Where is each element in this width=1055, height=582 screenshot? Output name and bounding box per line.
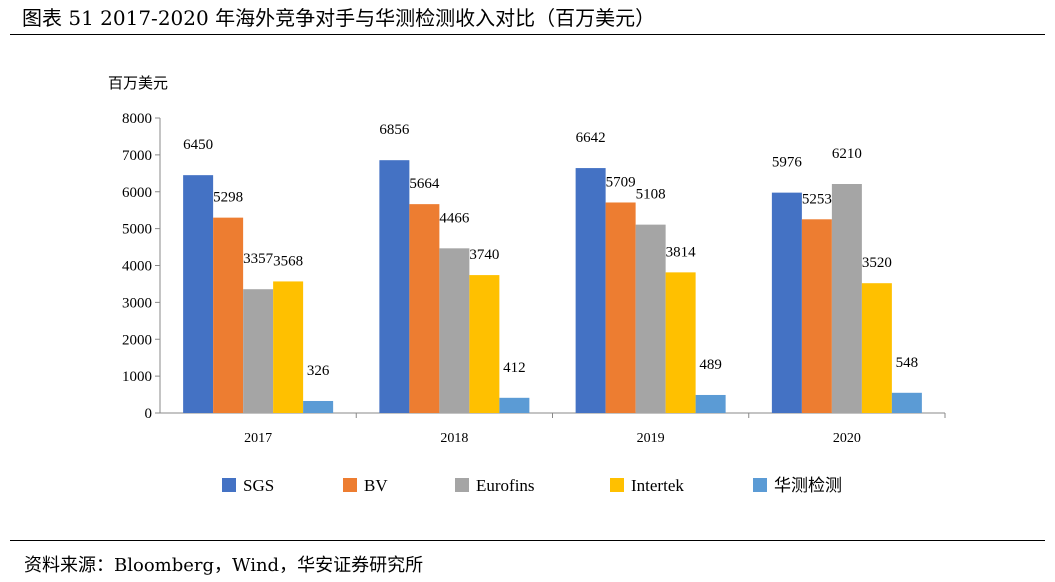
- bar-华测检测-2018: [499, 397, 530, 413]
- y-tick-label: 5000: [122, 222, 152, 238]
- top-rule: [10, 34, 1045, 35]
- data-label: 5298: [213, 190, 243, 206]
- bar-BV-2018: [409, 204, 440, 413]
- bar-BV-2017: [213, 217, 244, 413]
- y-tick-label: 8000: [122, 111, 152, 127]
- bar-SGS-2019: [575, 168, 606, 413]
- x-tick-label: 2020: [833, 431, 861, 446]
- bar-BV-2019: [605, 202, 636, 413]
- legend-label: Intertek: [631, 476, 684, 495]
- legend-swatch-华测检测: [753, 478, 767, 492]
- data-label: 3740: [469, 247, 499, 263]
- bar-华测检测-2019: [695, 394, 726, 413]
- bar-SGS-2020: [771, 192, 802, 413]
- legend-swatch-BV: [343, 478, 357, 492]
- bar-华测检测-2020: [891, 392, 922, 413]
- data-label: 5709: [606, 174, 636, 190]
- y-tick-label: 7000: [122, 148, 152, 164]
- data-label: 3568: [273, 253, 303, 269]
- data-label: 4466: [439, 210, 470, 226]
- bar-Eurofins-2019: [635, 224, 666, 413]
- legend-label: SGS: [243, 476, 274, 495]
- x-tick-label: 2019: [637, 431, 665, 446]
- y-tick-label: 3000: [122, 295, 152, 311]
- data-label: 3357: [243, 251, 274, 267]
- bar-华测检测-2017: [303, 400, 334, 413]
- data-label: 3814: [666, 244, 697, 260]
- figure-title: 图表 51 2017-2020 年海外竞争对手与华测检测收入对比（百万美元）: [22, 6, 656, 30]
- source-note: 资料来源：Bloomberg，Wind，华安证券研究所: [24, 555, 424, 576]
- bar-Intertek-2018: [469, 275, 500, 413]
- data-label: 326: [307, 363, 330, 379]
- legend-swatch-Eurofins: [455, 478, 469, 492]
- data-label: 6210: [832, 146, 862, 162]
- bar-chart: 百万美元 0 1000 2000 3000 4000 5000 6000 7000 8000 201…: [108, 75, 946, 495]
- bar-Eurofins-2020: [831, 184, 862, 413]
- x-tick-label: 2017: [244, 431, 272, 446]
- data-label: 3520: [862, 255, 892, 271]
- data-label: 5253: [802, 191, 832, 207]
- bar-Intertek-2020: [861, 283, 892, 413]
- y-tick-label: 1000: [122, 369, 152, 385]
- data-label: 6450: [183, 137, 213, 153]
- data-label: 6856: [379, 122, 410, 138]
- bar-Intertek-2017: [273, 281, 304, 413]
- bar-Intertek-2019: [665, 272, 696, 413]
- bar-SGS-2017: [183, 175, 214, 413]
- bottom-rule: [10, 540, 1045, 541]
- data-label: 489: [699, 357, 722, 373]
- data-label: 5664: [409, 176, 440, 192]
- legend-swatch-Intertek: [610, 478, 624, 492]
- data-label: 412: [503, 360, 526, 376]
- bar-BV-2020: [801, 219, 832, 413]
- data-label: 5976: [772, 155, 803, 171]
- y-tick-label: 2000: [122, 332, 152, 348]
- data-label: 548: [896, 355, 919, 371]
- y-tick-label: 0: [145, 406, 153, 422]
- bar-Eurofins-2017: [243, 289, 274, 413]
- legend-swatch-SGS: [222, 478, 236, 492]
- x-tick-label: 2018: [440, 431, 468, 446]
- y-tick-label: 6000: [122, 185, 152, 201]
- legend-label: Eurofins: [476, 476, 535, 495]
- bar-Eurofins-2018: [439, 248, 470, 413]
- legend-label: 华测检测: [774, 476, 842, 495]
- data-label: 6642: [576, 130, 606, 146]
- legend-label: BV: [364, 476, 388, 495]
- bar-SGS-2018: [379, 160, 410, 413]
- y-tick-label: 4000: [122, 259, 152, 275]
- y-axis-label: 百万美元: [108, 75, 168, 92]
- data-label: 5108: [636, 187, 666, 203]
